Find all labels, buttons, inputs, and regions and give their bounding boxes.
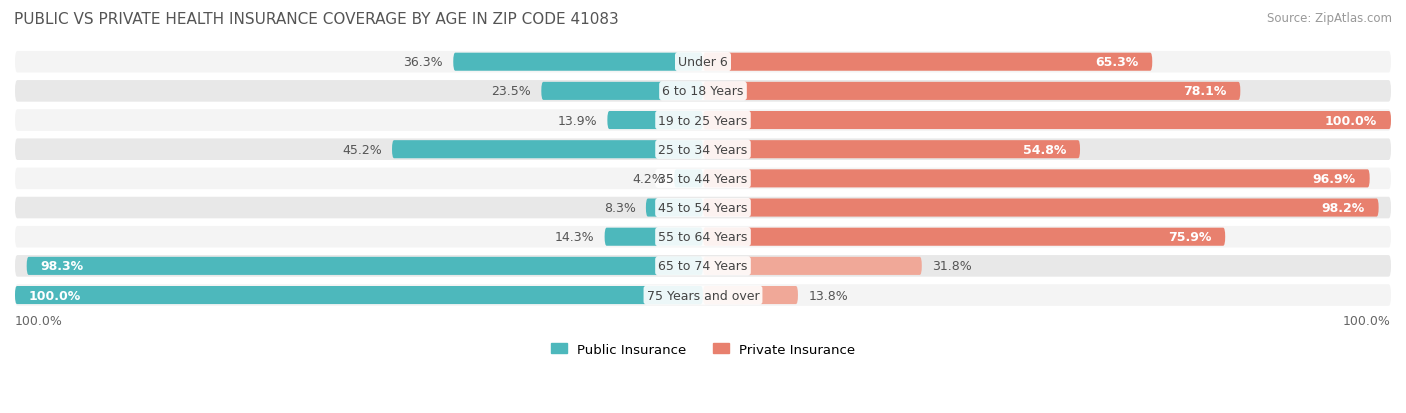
FancyBboxPatch shape: [27, 257, 703, 275]
Text: 98.3%: 98.3%: [41, 260, 83, 273]
FancyBboxPatch shape: [703, 286, 799, 304]
Text: 100.0%: 100.0%: [1324, 114, 1378, 127]
Text: 8.3%: 8.3%: [603, 202, 636, 214]
FancyBboxPatch shape: [15, 226, 1391, 248]
Text: 96.9%: 96.9%: [1313, 173, 1355, 185]
FancyBboxPatch shape: [15, 81, 1391, 102]
Text: 78.1%: 78.1%: [1184, 85, 1226, 98]
Text: 45 to 54 Years: 45 to 54 Years: [658, 202, 748, 214]
FancyBboxPatch shape: [15, 256, 1391, 277]
Text: 25 to 34 Years: 25 to 34 Years: [658, 143, 748, 157]
FancyBboxPatch shape: [15, 285, 1391, 306]
FancyBboxPatch shape: [15, 286, 703, 304]
FancyBboxPatch shape: [607, 112, 703, 130]
Text: 35 to 44 Years: 35 to 44 Years: [658, 173, 748, 185]
Text: 23.5%: 23.5%: [491, 85, 531, 98]
Text: 13.8%: 13.8%: [808, 289, 848, 302]
FancyBboxPatch shape: [15, 52, 1391, 74]
Text: 4.2%: 4.2%: [633, 173, 664, 185]
Text: 100.0%: 100.0%: [15, 314, 63, 327]
FancyBboxPatch shape: [392, 141, 703, 159]
FancyBboxPatch shape: [703, 228, 1225, 246]
FancyBboxPatch shape: [15, 168, 1391, 190]
FancyBboxPatch shape: [541, 83, 703, 101]
Text: 54.8%: 54.8%: [1024, 143, 1066, 157]
Text: 65 to 74 Years: 65 to 74 Years: [658, 260, 748, 273]
Text: 19 to 25 Years: 19 to 25 Years: [658, 114, 748, 127]
Legend: Public Insurance, Private Insurance: Public Insurance, Private Insurance: [546, 337, 860, 361]
FancyBboxPatch shape: [703, 141, 1080, 159]
FancyBboxPatch shape: [703, 54, 1153, 71]
FancyBboxPatch shape: [15, 197, 1391, 219]
Text: 13.9%: 13.9%: [557, 114, 598, 127]
Text: PUBLIC VS PRIVATE HEALTH INSURANCE COVERAGE BY AGE IN ZIP CODE 41083: PUBLIC VS PRIVATE HEALTH INSURANCE COVER…: [14, 12, 619, 27]
FancyBboxPatch shape: [673, 170, 703, 188]
Text: Under 6: Under 6: [678, 56, 728, 69]
FancyBboxPatch shape: [645, 199, 703, 217]
FancyBboxPatch shape: [703, 83, 1240, 101]
Text: 14.3%: 14.3%: [555, 230, 595, 244]
Text: 36.3%: 36.3%: [404, 56, 443, 69]
Text: 100.0%: 100.0%: [1343, 314, 1391, 327]
Text: 75 Years and over: 75 Years and over: [647, 289, 759, 302]
FancyBboxPatch shape: [703, 257, 922, 275]
FancyBboxPatch shape: [15, 139, 1391, 161]
FancyBboxPatch shape: [703, 199, 1379, 217]
Text: Source: ZipAtlas.com: Source: ZipAtlas.com: [1267, 12, 1392, 25]
Text: 45.2%: 45.2%: [342, 143, 381, 157]
Text: 6 to 18 Years: 6 to 18 Years: [662, 85, 744, 98]
FancyBboxPatch shape: [605, 228, 703, 246]
FancyBboxPatch shape: [453, 54, 703, 71]
FancyBboxPatch shape: [703, 112, 1391, 130]
Text: 65.3%: 65.3%: [1095, 56, 1139, 69]
Text: 75.9%: 75.9%: [1168, 230, 1212, 244]
Text: 98.2%: 98.2%: [1322, 202, 1365, 214]
Text: 31.8%: 31.8%: [932, 260, 972, 273]
Text: 100.0%: 100.0%: [28, 289, 82, 302]
FancyBboxPatch shape: [15, 110, 1391, 131]
FancyBboxPatch shape: [703, 170, 1369, 188]
Text: 55 to 64 Years: 55 to 64 Years: [658, 230, 748, 244]
